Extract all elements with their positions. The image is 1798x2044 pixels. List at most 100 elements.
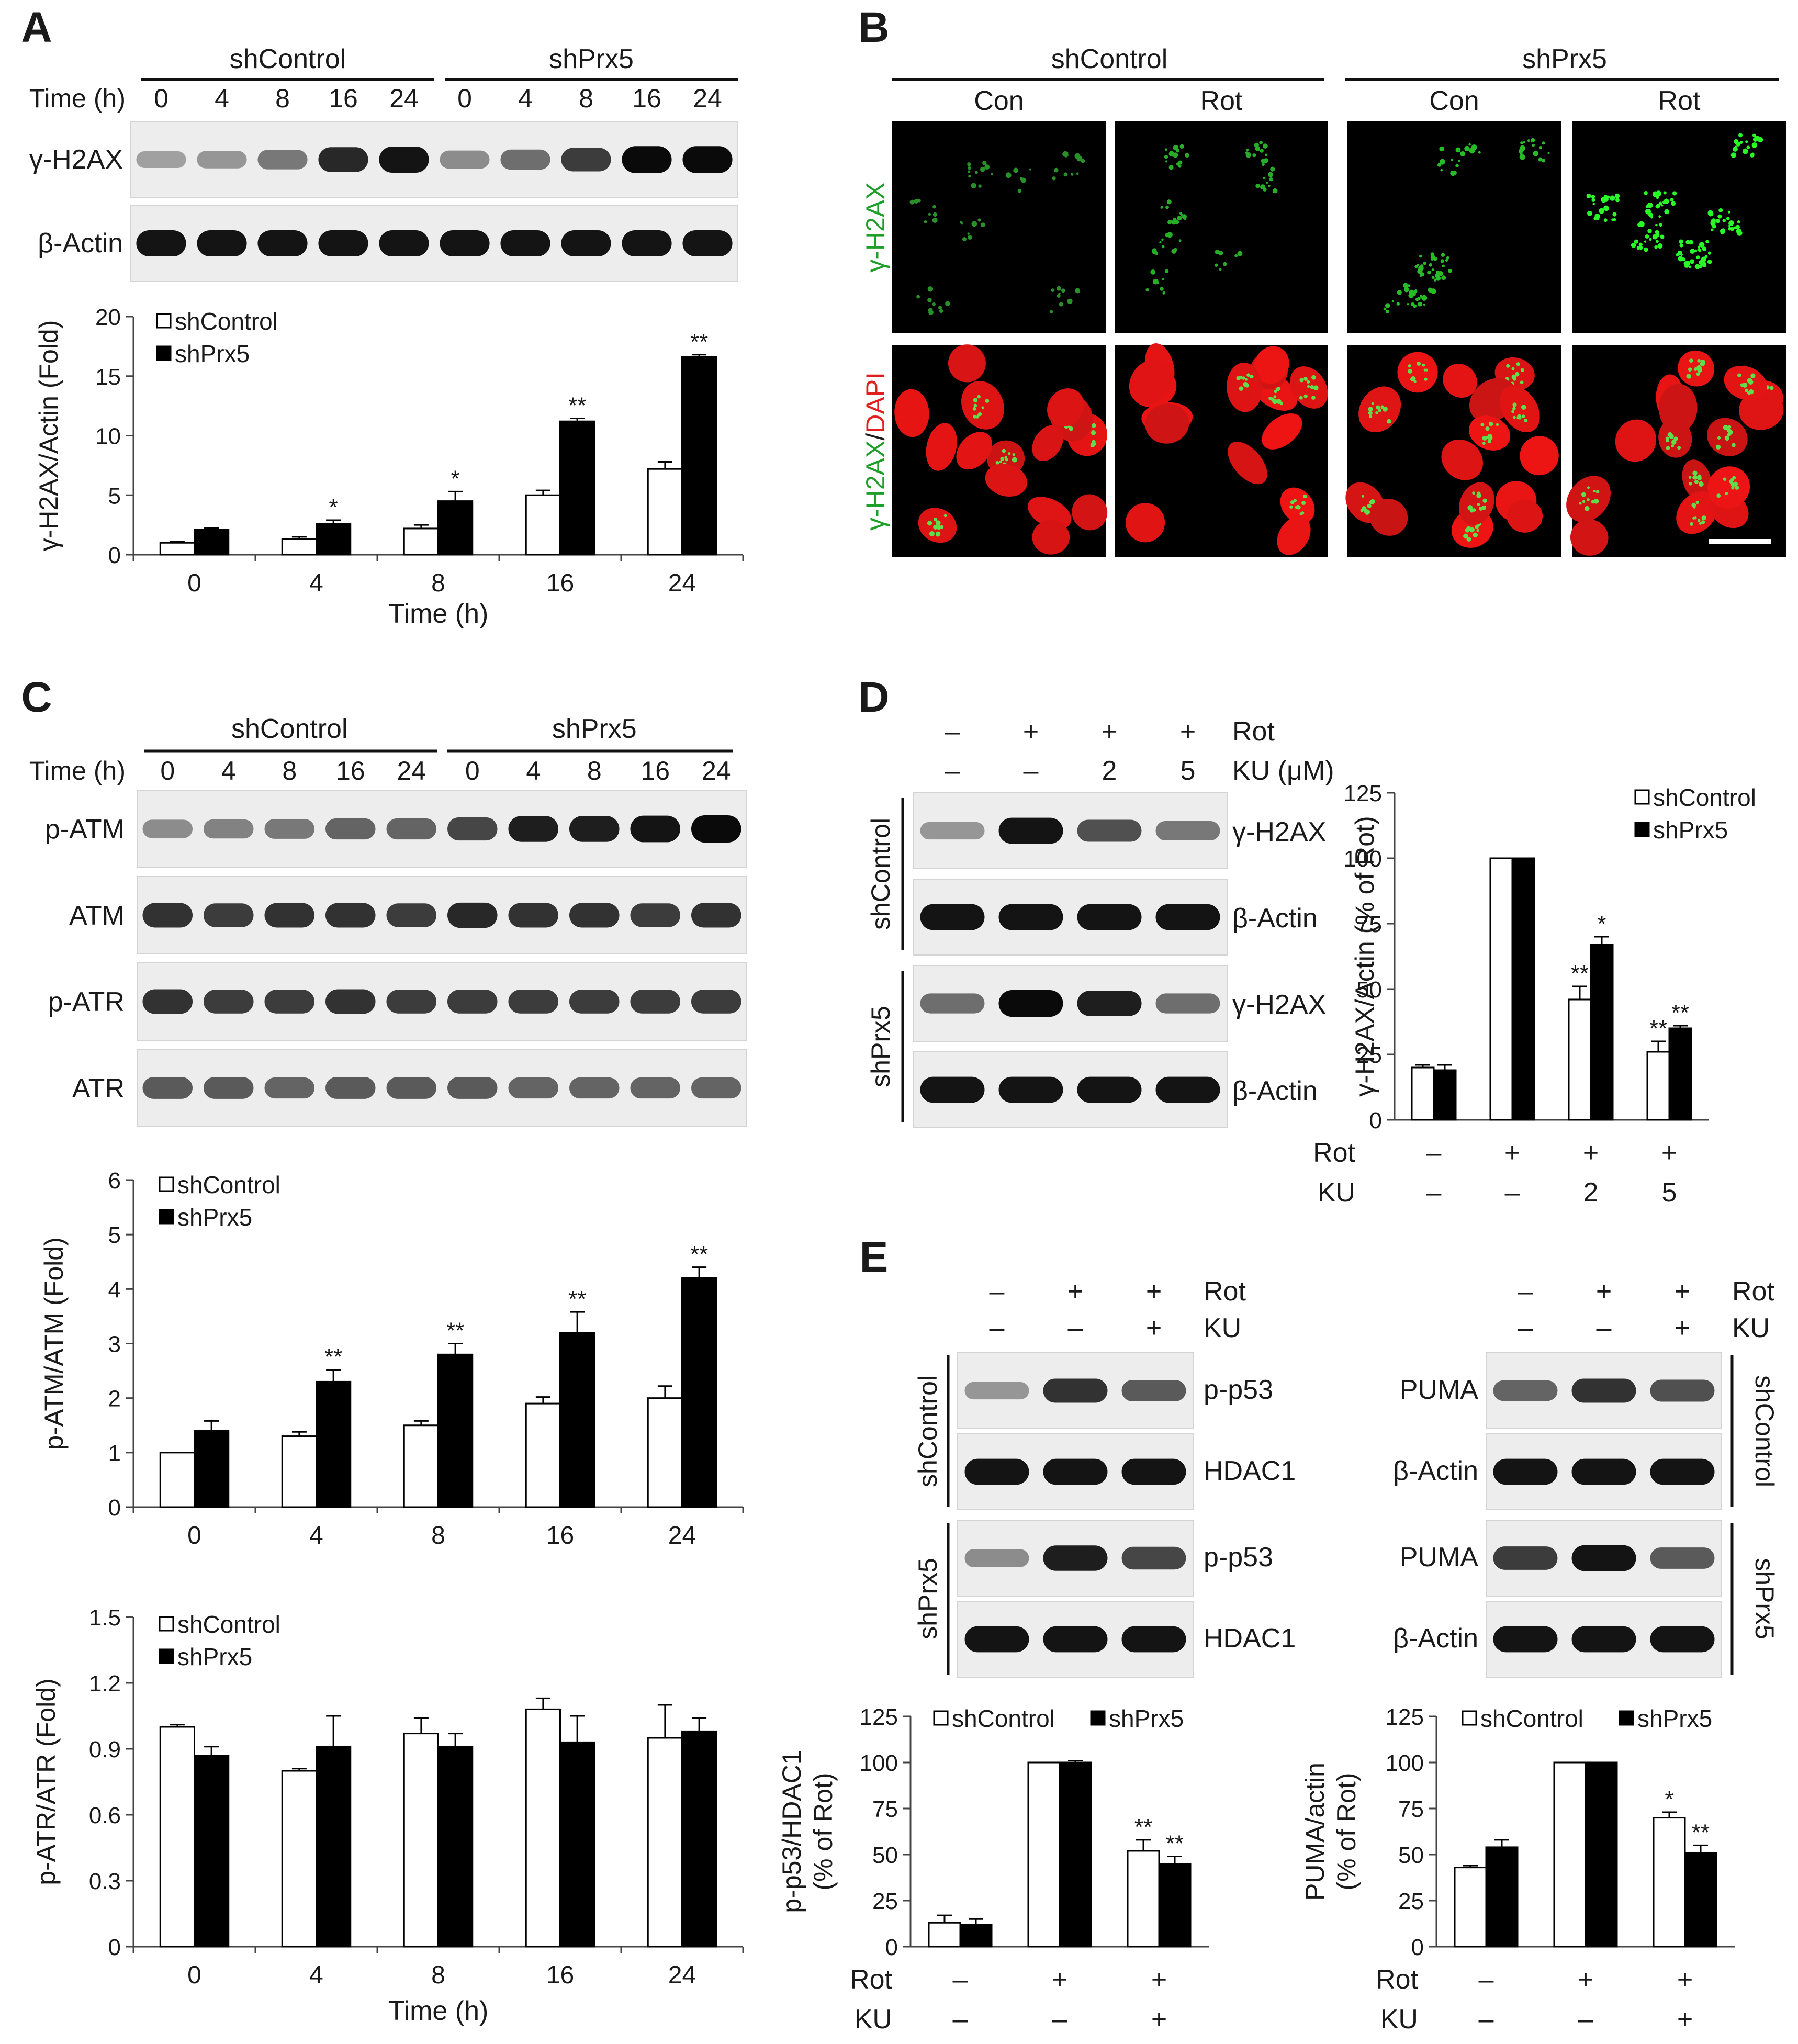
foci-dot [927, 521, 932, 526]
legend-swatch [156, 313, 172, 329]
foci-dot [1701, 256, 1706, 262]
micrograph-h2ax [1572, 121, 1786, 333]
foci-dot [1742, 383, 1748, 388]
foci-dot [1154, 252, 1159, 255]
foci-dot [1660, 234, 1665, 239]
foci-dot [932, 217, 938, 223]
foci-dot [1299, 378, 1304, 383]
foci-dot [927, 298, 932, 302]
foci-dot [1214, 263, 1218, 267]
y-axis-label: γ-H2AX/Actin (Fold) [34, 320, 63, 552]
y-tick-label: 20 [95, 305, 121, 330]
blot-band [325, 818, 376, 840]
blot-band [1493, 1458, 1558, 1485]
blot-band [964, 1382, 1029, 1400]
foci-dot [1419, 270, 1423, 274]
foci-dot [1658, 201, 1662, 206]
foci-dot [1707, 210, 1713, 216]
foci-dot [1527, 139, 1530, 142]
foci-dot [1702, 263, 1707, 267]
foci-dot [1715, 444, 1721, 450]
foci-dot [1246, 149, 1249, 152]
foci-dot [1369, 414, 1373, 419]
bar-shPrx5 [681, 1277, 717, 1508]
foci-dot [924, 220, 927, 223]
blot-band [318, 230, 368, 257]
foci-dot [1750, 153, 1755, 158]
foci-dot [1067, 298, 1073, 304]
nucleus [1145, 403, 1189, 444]
foci-dot [1299, 512, 1302, 515]
foci-dot [1693, 367, 1698, 372]
legend: shControl shPrx5 [156, 308, 278, 367]
blot-band [691, 903, 741, 928]
bar-shControl [1411, 1066, 1435, 1121]
foci-dot [1671, 201, 1676, 206]
foci-dot [1265, 153, 1268, 156]
foci-dot [1464, 145, 1470, 152]
foci-dot [1669, 434, 1674, 439]
x-axis-label: Time (h) [388, 1996, 489, 2026]
lane-label: 8 [282, 756, 297, 785]
foci-dot [1603, 205, 1609, 211]
block-label: shControl [913, 1375, 942, 1487]
blot-row [957, 1520, 1194, 1597]
foci-dot [1699, 250, 1701, 253]
x-tick-label: 24 [668, 1961, 696, 1989]
foci-dot [1582, 500, 1586, 503]
blot-band [920, 904, 985, 930]
blot-band [1571, 1545, 1636, 1571]
foci-dot [1455, 147, 1461, 153]
foci-dot [1184, 153, 1189, 158]
foci-dot [1161, 245, 1165, 249]
bar-shPrx5 [1684, 1851, 1717, 1948]
lane-label: 24 [702, 756, 731, 785]
foci-dot [1307, 380, 1310, 384]
foci-dot [1739, 141, 1743, 144]
foci-dot [1091, 423, 1096, 428]
x-tick-label: 0 [187, 1522, 201, 1549]
foci-dot [1059, 302, 1063, 307]
lane-label: 16 [632, 84, 661, 113]
blot-band [920, 822, 985, 840]
foci-dot [1751, 142, 1757, 148]
foci-dot [1691, 502, 1696, 508]
blot-band [508, 1077, 559, 1099]
foci-dot [1512, 402, 1517, 407]
foci-dot [1597, 217, 1600, 220]
foci-dot [1666, 446, 1670, 450]
blot-band [1077, 819, 1142, 842]
foci-dot [1430, 252, 1434, 256]
foci-dot [1523, 141, 1525, 143]
blot-band [203, 1077, 254, 1099]
foci-dot [1652, 191, 1658, 197]
foci-dot [1742, 148, 1748, 154]
blot-band [998, 990, 1063, 1017]
foci-dot [1160, 287, 1164, 291]
foci-dot [1403, 287, 1409, 293]
blot-band [386, 1077, 437, 1099]
blot-row [913, 792, 1228, 869]
foci-dot [1237, 251, 1243, 256]
foci-dot [1516, 362, 1520, 366]
foci-dot [1417, 362, 1421, 366]
foci-dot [1303, 394, 1308, 399]
micrograph-h2ax [1347, 121, 1561, 333]
blot-band [561, 230, 611, 257]
foci-dot [1290, 500, 1295, 504]
foci-dot [1671, 444, 1675, 448]
blot-band [203, 903, 254, 927]
foci-dot [1715, 219, 1720, 223]
y-tick-label: 25 [1398, 1889, 1424, 1914]
blot-band [964, 1626, 1029, 1653]
foci-dot [1722, 218, 1726, 222]
foci-dot [1699, 522, 1702, 525]
foci-dot [1697, 519, 1701, 522]
foci-dot [1276, 399, 1282, 405]
treatment-label: KU [1204, 1313, 1241, 1343]
foci-dot [1482, 442, 1486, 445]
lane-label: 16 [329, 84, 358, 113]
foci-dot [1542, 159, 1546, 163]
foci-dot [1692, 475, 1696, 480]
foci-dot [1752, 133, 1756, 137]
